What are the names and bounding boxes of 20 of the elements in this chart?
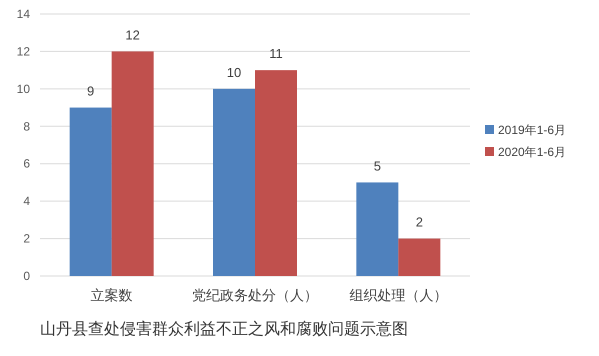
text: 山丹县查处侵害群众利益不正之风和腐败问题示意图	[40, 320, 408, 338]
data-label: 2	[416, 214, 423, 230]
x-tick-label: 组织处理（人）	[349, 287, 448, 303]
y-tick-label: 14	[16, 7, 30, 21]
x-tick-label: 立案数	[90, 287, 133, 303]
y-tick-label: 4	[23, 194, 30, 208]
x-tick-label: 党纪政务处分（人）	[192, 287, 318, 303]
y-tick-label: 6	[23, 156, 30, 171]
y-tick-label: 10	[16, 82, 30, 96]
data-label: 10	[226, 64, 242, 80]
y-tick-label: 0	[23, 269, 30, 283]
legend-label: 2019年1-6月	[498, 123, 566, 137]
y-tick-label: 8	[23, 119, 30, 134]
data-label: 11	[269, 46, 283, 62]
y-tick-label: 12	[16, 44, 30, 58]
legend-label: 2020年1-6月	[498, 145, 566, 159]
y-tick-label: 2	[23, 232, 30, 246]
data-label: 5	[374, 158, 381, 174]
data-label: 9	[87, 84, 94, 99]
data-label: 12	[125, 27, 140, 42]
